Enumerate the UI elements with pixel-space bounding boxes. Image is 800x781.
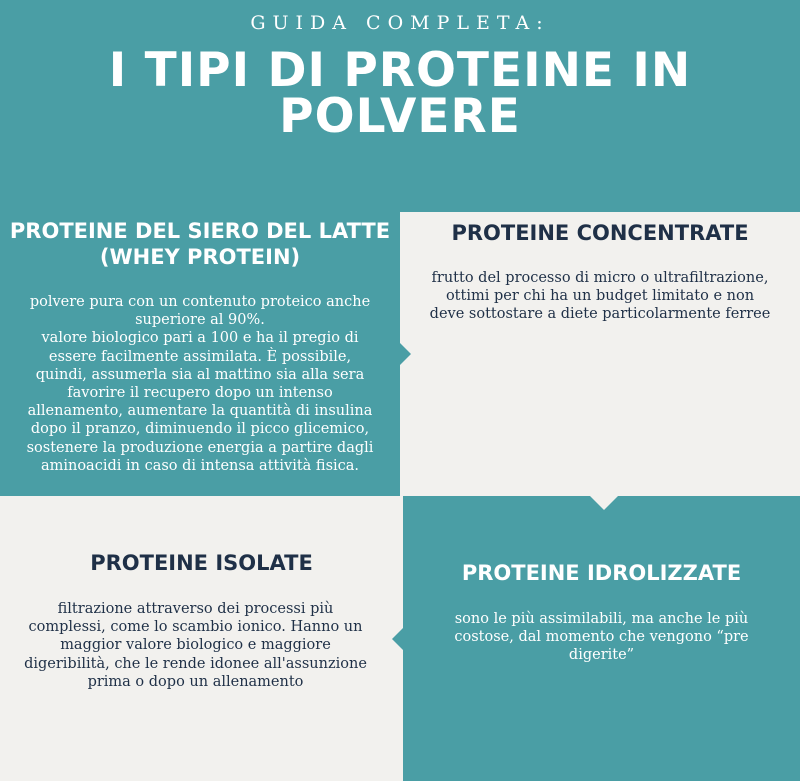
section-heading: PROTEINE DEL SIERO DEL LATTE (WHEY PROTE… [0,218,400,270]
body-line: sostenere la produzione energia a partir… [26,439,374,456]
guide-subtitle: GUIDA COMPLETA: [250,12,550,34]
section-heading: PROTEINE ISOLATE [0,550,403,576]
body-line: deve sottostare a diete particolarmente … [429,306,771,323]
pointer-arrow-right [400,343,411,365]
body-line: costose, dal momento che vengono “pre [454,629,749,646]
heading-line: (WHEY PROTEIN) [99,245,301,269]
section-body: filtrazione attraverso dei processi più … [0,600,397,691]
section-hydrolyzed-protein: PROTEINE IDROLIZZATE sono le più assimil… [403,496,800,781]
body-line: superiore al 90%. [135,312,265,329]
body-line: valore biologico pari a 100 e ha il preg… [41,330,359,347]
body-line: ottimi per chi ha un budget limitato e n… [445,288,755,305]
header-banner: GUIDA COMPLETA: I TIPI DI PROTEINE IN PO… [0,0,800,212]
section-isolate-protein: PROTEINE ISOLATE filtrazione attraverso … [0,496,403,781]
section-heading: PROTEINE IDROLIZZATE [403,560,800,586]
pointer-arrow-left [392,628,403,650]
pointer-arrow-down [590,496,618,510]
page-title-line-2: POLVERE [279,89,521,144]
body-line: filtrazione attraverso dei processi più [57,601,334,617]
body-line: aminoacidi in caso di intensa attività f… [40,457,360,474]
body-line: allenamento, aumentare la quantità di in… [27,403,373,420]
body-line: sono le più assimilabili, ma anche le pi… [454,611,749,627]
body-line: frutto del processo di micro o ultrafilt… [431,270,769,286]
section-body: polvere pura con un contenuto proteico a… [0,293,400,475]
body-line: essere facilmente assimilata. È possibil… [48,348,352,365]
heading-line: PROTEINE DEL SIERO DEL LATTE [9,219,391,243]
body-line: prima o dopo un allenamento [87,673,304,690]
body-line: maggior valore biologico e maggiore [60,637,331,654]
section-concentrate-protein: PROTEINE CONCENTRATE frutto del processo… [400,212,800,496]
heading-line: PROTEINE ISOLATE [90,551,313,575]
body-line: dopo il pranzo, diminuendo il picco glic… [30,421,370,438]
body-line: complessi, come lo scambio ionico. Hanno… [28,619,363,636]
page-title: I TIPI DI PROTEINE IN POLVERE [0,43,800,144]
body-line: polvere pura con un contenuto proteico a… [29,294,371,310]
body-line: quindi, assumerla sia al mattino sia all… [35,366,365,383]
section-whey-protein: PROTEINE DEL SIERO DEL LATTE (WHEY PROTE… [0,212,400,496]
body-line: digerite” [568,647,635,664]
section-body: sono le più assimilabili, ma anche le pi… [403,610,800,665]
body-line: digeribilità, che le rende idonee all'as… [24,655,367,672]
page-title-line-1: I TIPI DI PROTEINE IN [108,43,692,98]
section-body: frutto del processo di micro o ultrafilt… [400,269,800,324]
body-line: favorire il recupero dopo un intenso [67,385,333,402]
section-heading: PROTEINE CONCENTRATE [400,220,800,246]
heading-line: PROTEINE IDROLIZZATE [461,561,742,585]
heading-line: PROTEINE CONCENTRATE [451,221,749,245]
